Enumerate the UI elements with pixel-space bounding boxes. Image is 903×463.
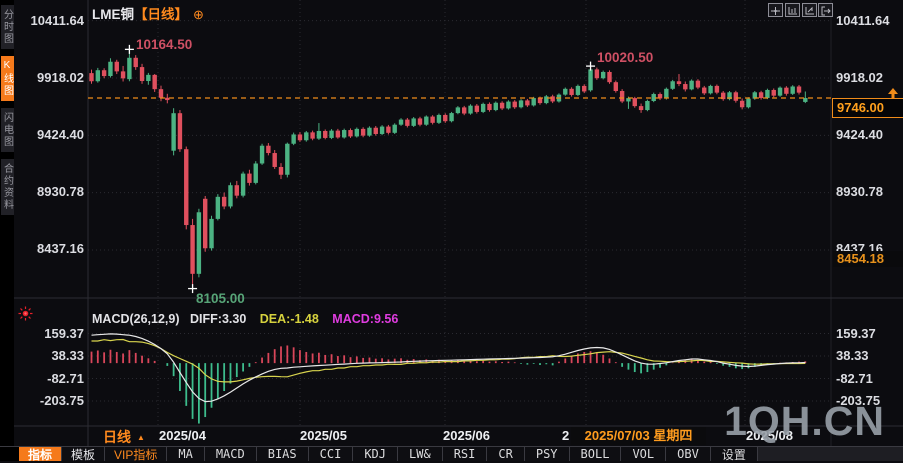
macd-axis-label-right: 38.33 [836, 348, 869, 363]
macd-axis-label-right: -82.71 [836, 371, 873, 386]
tab-bias[interactable]: BIAS [256, 447, 309, 461]
macd-axis-label-right: 159.37 [836, 326, 876, 341]
y-axis-label-right: 8930.78 [836, 184, 883, 199]
add-circle-icon[interactable]: ⊕ [193, 7, 204, 22]
high-price-marker: 10164.50 [136, 37, 193, 52]
y-axis-label-left: 10411.64 [30, 13, 84, 28]
left-sidebar: 分时图 K线图 闪电图 合约资料 [0, 0, 14, 461]
tab-ma[interactable]: MA [167, 447, 205, 461]
x-axis-label-partial: 2 [562, 428, 570, 443]
macd-params: MACD(26,12,9) [92, 312, 180, 326]
y-axis-label-left: 8437.16 [37, 241, 84, 256]
y-axis-label-left: 9424.40 [37, 127, 84, 142]
tab-indicators[interactable]: 指标 [19, 447, 62, 462]
tab-rsi[interactable]: RSI [442, 447, 488, 461]
y-axis-label-right: 9918.02 [836, 70, 883, 85]
period-label: 【日线】 [134, 7, 188, 22]
tab-cr[interactable]: CR [487, 447, 525, 461]
macd-dea-value: DEA:-1.48 [259, 312, 319, 326]
macd-macd-value: MACD:9.56 [332, 312, 399, 326]
tabbar-spacer [0, 447, 19, 461]
secondary-price-box: 8454.18 [833, 251, 903, 267]
macd-axis-label-left: -82.71 [47, 371, 84, 386]
macd-axis-label-left: 159.37 [44, 326, 84, 341]
y-axis-label-right: 10411.64 [836, 13, 890, 28]
tab-macd[interactable]: MACD [204, 447, 257, 461]
pan-crosshair-icon[interactable] [768, 3, 783, 17]
x-axis-row: 日线 ▲ 2025/04 2025/05 2025/06 2 2025/07/03… [0, 427, 903, 446]
sidebar-item-timeshare[interactable]: 分时图 [0, 5, 14, 49]
macd-axis-label-right: -203.75 [836, 393, 881, 408]
tab-vol[interactable]: VOL [621, 447, 667, 461]
y-axis-label-right: 9424.40 [836, 127, 883, 142]
sidebar-item-kline[interactable]: K线图 [0, 56, 14, 101]
y-axis-label-left: 9918.02 [37, 70, 84, 85]
high-price-marker: 10020.50 [597, 50, 654, 65]
tab-vip-indicators[interactable]: VIP指标 [105, 447, 168, 462]
tab-boll[interactable]: BOLL [569, 447, 622, 461]
x-axis-label: 2025/08 [746, 428, 793, 443]
tab-kdj[interactable]: KDJ [353, 447, 399, 461]
triangle-up-icon: ▲ [137, 433, 145, 442]
tab-templates[interactable]: 模板 [61, 447, 106, 462]
price-up-arrow-icon [887, 86, 899, 104]
x-axis-label: 2025/04 [159, 428, 206, 443]
sidebar-item-contract-info[interactable]: 合约资料 [0, 159, 14, 215]
tab-psy[interactable]: PSY [524, 447, 570, 461]
indicator-tabbar: 指标 模板 VIP指标 MA MACD BIAS CCI KDJ LW& RSI… [0, 446, 903, 462]
macd-diff-value: DIFF:3.30 [190, 312, 247, 326]
sidebar-item-flash[interactable]: 闪电图 [0, 108, 14, 152]
macd-axis-label-left: 38.33 [51, 348, 84, 363]
indicator-dot-icon[interactable] [18, 306, 33, 326]
y-axis-scale-icon[interactable] [785, 3, 800, 17]
x-axis-label: 2025/06 [443, 428, 490, 443]
crosshair-date-label: 2025/07/03 星期四 [571, 427, 706, 445]
symbol-name: LME铜 [92, 7, 134, 22]
x-axis-scale-icon[interactable] [802, 3, 817, 17]
tab-settings[interactable]: 设置 [710, 447, 758, 462]
macd-axis-label-left: -203.75 [39, 393, 84, 408]
tab-lw[interactable]: LW& [398, 447, 443, 461]
x-axis-label: 2025/05 [300, 428, 347, 443]
period-selector[interactable]: 日线 ▲ [103, 429, 145, 445]
tab-obv[interactable]: OBV [666, 447, 711, 461]
low-price-marker: 8105.00 [196, 291, 245, 306]
macd-header: MACD(26,12,9) DIFF:3.30 DEA:-1.48 MACD:9… [92, 312, 398, 326]
last-price-box: 9746.00 [832, 98, 903, 118]
y-axis-label-left: 8930.78 [37, 184, 84, 199]
chart-title: LME铜【日线】 ⊕ [92, 3, 204, 24]
exit-chart-icon[interactable] [818, 3, 833, 17]
tab-cci[interactable]: CCI [308, 447, 354, 461]
